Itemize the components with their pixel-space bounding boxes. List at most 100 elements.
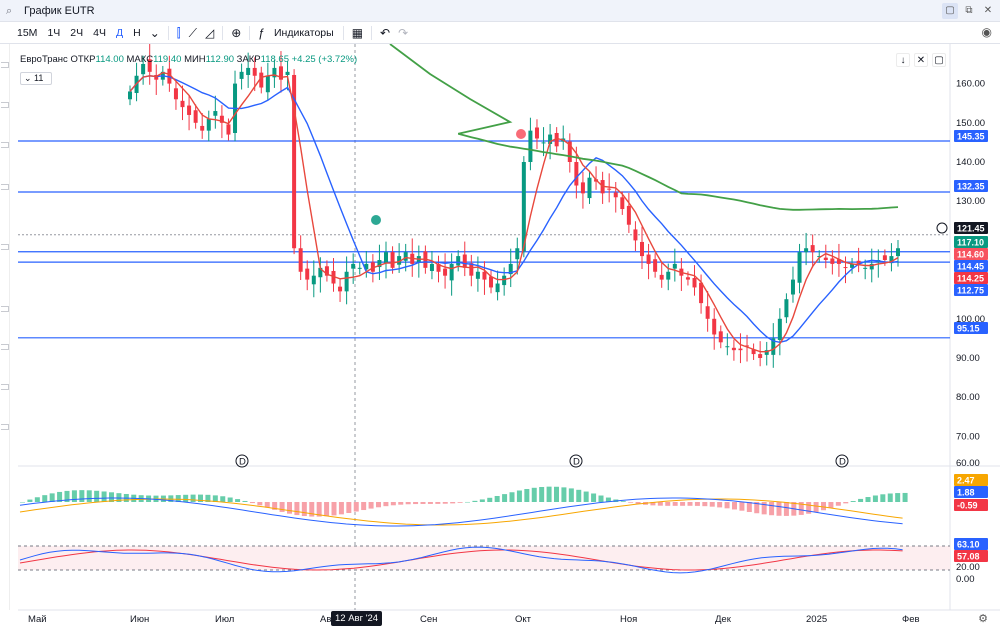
popout-window-button[interactable]: ⧉: [965, 5, 973, 16]
drawing-tool-icon[interactable]: [1, 142, 9, 148]
macd-bar: [183, 494, 189, 502]
dividend-marker-icon: [371, 215, 381, 225]
price-badge-text: 95.15: [957, 324, 980, 334]
candle-body: [403, 252, 408, 261]
macd-bar: [331, 502, 337, 516]
macd-bar: [79, 490, 85, 502]
stochastic-band: [18, 546, 950, 570]
macd-bar: [472, 500, 478, 502]
candle-body: [357, 267, 362, 269]
macd-bar: [665, 502, 671, 506]
timeframe-2h-button[interactable]: 2Ч: [70, 26, 84, 39]
restore-window-button[interactable]: ▢: [942, 3, 958, 19]
price-chart[interactable]: 160.00150.00140.00130.00120.00110.00100.…: [10, 44, 1000, 628]
candle-body: [718, 331, 723, 343]
macd-axis-label: 60.00: [956, 458, 980, 469]
drawing-tool-icon[interactable]: [1, 62, 9, 68]
undo-icon[interactable]: ↶: [380, 25, 391, 40]
candle-body: [502, 275, 507, 286]
macd-bar: [427, 502, 433, 504]
window-title: График EUTR: [24, 4, 95, 17]
camera-icon[interactable]: ◉: [981, 25, 992, 39]
timeframe-day-button[interactable]: Д: [115, 26, 124, 39]
macd-bar: [694, 502, 700, 506]
price-badge-bg: [954, 272, 988, 284]
timeframe-dropdown-icon[interactable]: ⌄: [149, 25, 160, 40]
drawing-tool-icon[interactable]: [1, 306, 9, 312]
open-value: 114.00: [95, 54, 124, 65]
redo-icon[interactable]: ↷: [398, 25, 409, 40]
drawing-tool-icon[interactable]: [1, 102, 9, 108]
macd-bar: [798, 502, 804, 515]
candle-body: [843, 267, 848, 269]
indicators-toggle[interactable]: ⌄ 11: [20, 72, 52, 85]
macd-bar: [309, 502, 315, 517]
compare-plus-icon[interactable]: ⊕: [231, 25, 242, 40]
line-chart-type-icon[interactable]: ⟋: [188, 25, 197, 40]
timeframe-4h-button[interactable]: 4Ч: [93, 26, 106, 39]
high-label: МАКС: [126, 54, 154, 65]
candle-body: [239, 71, 244, 79]
macd-bar: [383, 502, 389, 507]
candle-body: [429, 263, 434, 271]
macd-bar: [739, 502, 745, 511]
drawing-tool-icon[interactable]: [1, 244, 9, 250]
macd-bar: [591, 493, 597, 502]
candle-body: [154, 74, 159, 80]
candle-body: [206, 118, 211, 131]
maximize-icon[interactable]: ▢: [932, 53, 946, 67]
drawing-tool-icon[interactable]: [1, 384, 9, 390]
macd-bar: [531, 487, 537, 502]
drawing-tool-icon[interactable]: [1, 184, 9, 190]
candle-body: [462, 254, 467, 268]
price-axis-label: 70.00: [956, 431, 980, 442]
macd-bar: [109, 492, 114, 502]
macd-bar: [49, 493, 55, 502]
layout-grid-icon[interactable]: ▦: [351, 25, 364, 40]
collapse-icon[interactable]: ✕: [914, 53, 928, 67]
macd-badge: -0.59: [954, 499, 988, 511]
settings-gear-icon[interactable]: ⚙: [978, 613, 988, 625]
candle-body: [370, 262, 375, 272]
indicators-button[interactable]: Индикаторы: [273, 26, 334, 39]
time-axis-label: Июл: [215, 614, 234, 625]
macd-bar: [57, 491, 63, 502]
chart-toolbar: 15М 1Ч 2Ч 4Ч Д Н ⌄ ⫿ ⟋ ◿ ⊕ ƒ Индикаторы …: [0, 22, 1000, 44]
scroll-down-icon[interactable]: ↓: [896, 53, 910, 67]
macd-bar: [620, 501, 626, 502]
toolbar-divider: [371, 25, 373, 40]
area-chart-type-icon[interactable]: ◿: [205, 25, 215, 40]
candles-group: [128, 44, 900, 368]
search-icon[interactable]: ⌕: [6, 4, 13, 17]
macd-bar: [235, 499, 241, 502]
indicators-fx-icon[interactable]: ƒ: [258, 25, 265, 40]
close-window-button[interactable]: ✕: [983, 5, 993, 16]
candles-chart-type-icon[interactable]: ⫿: [176, 25, 181, 40]
chart-controls: ↓ ✕ ▢: [896, 53, 946, 67]
price-axis-label: 100.00: [956, 314, 985, 325]
stochastic-badge-bg: [954, 538, 988, 550]
timeframe-week-button[interactable]: Н: [133, 26, 141, 39]
timeframe-15m-button[interactable]: 15М: [17, 26, 38, 39]
price-badge: 114.25: [954, 272, 988, 284]
candle-body: [856, 260, 861, 264]
timeframe-1h-button[interactable]: 1Ч: [47, 26, 61, 39]
drawing-tool-icon[interactable]: [1, 424, 9, 430]
price-badge: 145.35: [954, 130, 988, 142]
dividend-label-marker: D: [835, 454, 849, 468]
macd-bar: [850, 501, 856, 502]
candle-body: [823, 257, 828, 260]
macd-bar: [368, 502, 374, 509]
macd-bar: [806, 502, 812, 514]
candle-body: [725, 346, 730, 348]
stochastic-badge-text: 63.10: [957, 540, 980, 550]
price-axis-label: 150.00: [956, 118, 985, 129]
price-badge: 132.35: [954, 180, 988, 192]
price-axis-label: 90.00: [956, 353, 980, 364]
macd-badge-text: 2.47: [957, 476, 975, 486]
time-axis-label: Июн: [130, 614, 149, 625]
drawing-tool-icon[interactable]: [1, 344, 9, 350]
macd-bar: [687, 502, 693, 506]
dividend-label-marker: D: [569, 454, 583, 468]
macd-bar: [398, 502, 404, 505]
